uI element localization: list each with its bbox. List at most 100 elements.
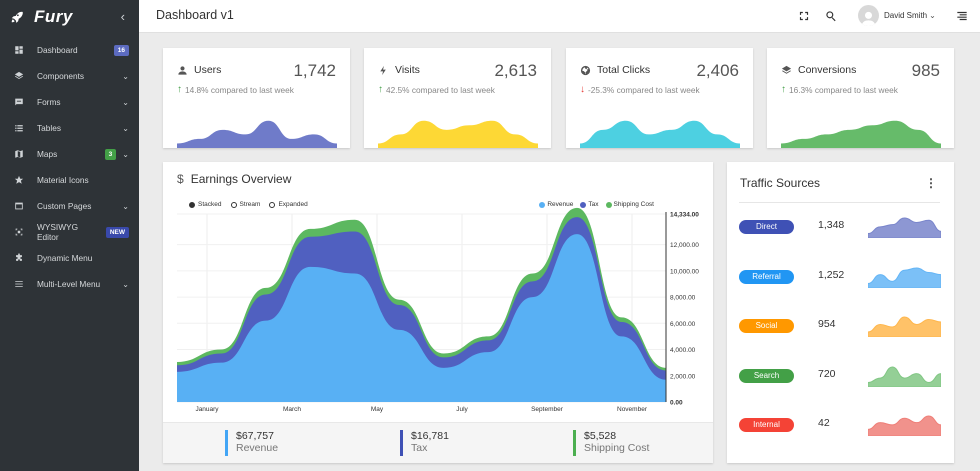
source-sparkline — [868, 266, 941, 288]
y-tick-label: 12,000.00 — [670, 242, 699, 249]
x-tick-label: January — [195, 406, 219, 413]
x-tick-label: March — [283, 406, 301, 413]
sidebar-nav: Dashboard 16 Components ⌄ Forms ⌄ Tables ⌄ Maps 3… — [0, 37, 139, 297]
count-badge: 16 — [113, 44, 129, 56]
stat-card-total-clicks: Total Clicks 2,406 ↓ -25.3% compared to las… — [566, 48, 753, 148]
y-tick-label: 14,334.00 — [670, 212, 699, 219]
form-icon — [13, 97, 24, 108]
page-icon — [13, 201, 24, 212]
radio-icon — [269, 201, 276, 208]
source-label[interactable]: Social — [739, 319, 794, 333]
x-tick-label: July — [456, 406, 468, 413]
stat-header: Visits — [378, 64, 420, 76]
radio-icon — [189, 201, 195, 208]
sidebar-item-tables[interactable]: Tables ⌄ — [0, 115, 139, 141]
stat-header: Users — [177, 64, 221, 76]
source-label[interactable]: Internal — [739, 418, 794, 432]
brand: Fury ‹ — [0, 0, 139, 33]
more-options-icon[interactable]: ⋮ — [925, 176, 937, 190]
sidebar-item-label: WYSIWYG Editor — [37, 222, 79, 242]
app-name: Fury — [34, 6, 73, 26]
user-name: David Smith — [884, 11, 928, 20]
legend-item-revenue[interactable]: Revenue — [539, 201, 573, 208]
collapse-sidebar-icon[interactable]: ‹ — [120, 9, 125, 24]
sidebar-item-material-icons[interactable]: Material Icons — [0, 167, 139, 193]
mode-label: Stacked — [198, 201, 222, 208]
user-icon — [178, 65, 187, 75]
earnings-summary: $67,757 Revenue $16,781 Tax $5,528 Shipping C… — [163, 422, 713, 463]
y-tick-label: 10,000.00 — [670, 268, 699, 275]
mode-stacked[interactable]: Stacked — [189, 201, 222, 208]
chart-legend: Revenue Tax Shipping Cost — [532, 201, 654, 208]
sidebar-item-label: Forms — [37, 97, 61, 107]
earnings-title: $ Earnings Overview — [177, 172, 291, 186]
sidebar-item-custom-pages[interactable]: Custom Pages ⌄ — [0, 193, 139, 219]
sidebar-item-label: Tables — [37, 123, 61, 133]
chart-mode-selector: Stacked Stream Expanded — [189, 201, 317, 208]
count-badge: 3 — [104, 148, 117, 160]
legend-item-shipping-cost[interactable]: Shipping Cost — [605, 201, 654, 208]
legend-dot — [580, 201, 587, 208]
chevron-down-icon: ⌄ — [122, 97, 129, 107]
search-icon[interactable] — [824, 9, 838, 23]
mode-stream[interactable]: Stream — [230, 201, 261, 208]
stat-label: Total Clicks — [597, 64, 651, 76]
source-label[interactable]: Search — [739, 368, 794, 383]
source-value: 1,252 — [818, 268, 845, 281]
sidebar-item-components[interactable]: Components ⌄ — [0, 63, 139, 89]
stat-trend-text: 42.5% compared to last week — [386, 84, 495, 95]
sidebar-item-label: Dynamic Menu — [37, 253, 93, 263]
source-value: 954 — [818, 318, 836, 330]
sidebar-item-multi-level-menu[interactable]: Multi-Level Menu ⌄ — [0, 271, 139, 297]
summary-shipping-cost: $5,528 Shipping Cost — [573, 430, 649, 456]
list-icon — [13, 123, 24, 134]
arrow-up-icon: ↑ — [781, 84, 786, 95]
stat-value: 2,613 — [494, 61, 537, 80]
stat-trend-text: 14.8% compared to last week — [185, 84, 294, 95]
source-label[interactable]: Referral — [739, 269, 794, 284]
mode-label: Stream — [239, 201, 261, 208]
summary-revenue: $67,757 Revenue — [225, 430, 278, 456]
mode-label: Expanded — [278, 201, 308, 208]
fullscreen-icon[interactable] — [797, 9, 811, 23]
y-tick-label: 6,000.00 — [670, 321, 696, 328]
legend-item-tax[interactable]: Tax — [580, 201, 599, 208]
chevron-down-icon: ⌄ — [122, 123, 129, 133]
user-menu[interactable]: David Smith ⌄ — [858, 5, 936, 26]
sidebar-item-dynamic-menu[interactable]: Dynamic Menu — [0, 245, 139, 271]
chevron-down-icon: ⌄ — [122, 71, 129, 81]
sidebar-item-maps[interactable]: Maps 3 ⌄ — [0, 141, 139, 167]
source-sparkline — [868, 217, 941, 238]
chevron-down-icon: ⌄ — [122, 201, 129, 211]
source-sparkline — [868, 365, 941, 387]
sidebar-item-dashboard[interactable]: Dashboard 16 — [0, 37, 139, 63]
stat-trend: ↓ -25.3% compared to last week — [580, 84, 700, 95]
traffic-row-social: Social 954 — [739, 316, 942, 337]
bolt-icon — [380, 65, 386, 75]
source-value: 42 — [818, 417, 830, 429]
stat-card-conversions: Conversions 985 ↑ 16.3% compared to last we… — [767, 48, 954, 148]
stat-trend: ↑ 42.5% compared to last week — [378, 84, 495, 95]
mode-expanded[interactable]: Expanded — [269, 201, 308, 208]
stat-sparkline — [781, 120, 941, 148]
legend-label: Revenue — [547, 201, 574, 208]
globe-icon — [580, 65, 591, 75]
traffic-card: Traffic Sources ⋮ Direct 1,348 Referral 1,2… — [727, 162, 954, 463]
stat-header: Conversions — [781, 64, 856, 76]
traffic-row-internal: Internal 42 — [739, 415, 942, 436]
sidebar-item-forms[interactable]: Forms ⌄ — [0, 89, 139, 115]
traffic-row-referral: Referral 1,252 — [739, 266, 942, 288]
series-area-revenue — [177, 234, 666, 402]
stat-value: 2,406 — [696, 61, 739, 80]
layers-icon — [781, 65, 792, 74]
y-tick-label: 4,000.00 — [670, 347, 696, 354]
source-label[interactable]: Direct — [739, 220, 794, 234]
stat-card-users: Users 1,742 ↑ 14.8% compared to last week — [163, 48, 350, 148]
summary-amount: $67,757 — [236, 430, 274, 442]
sidebar-item-wysiwyg-editor[interactable]: WYSIWYG Editor NEW — [0, 219, 139, 245]
menu-icon[interactable] — [955, 9, 969, 23]
puzzle-icon — [13, 253, 24, 264]
editor-icon — [13, 227, 24, 238]
x-tick-label: November — [617, 406, 648, 413]
summary-caption: Revenue — [236, 442, 279, 454]
